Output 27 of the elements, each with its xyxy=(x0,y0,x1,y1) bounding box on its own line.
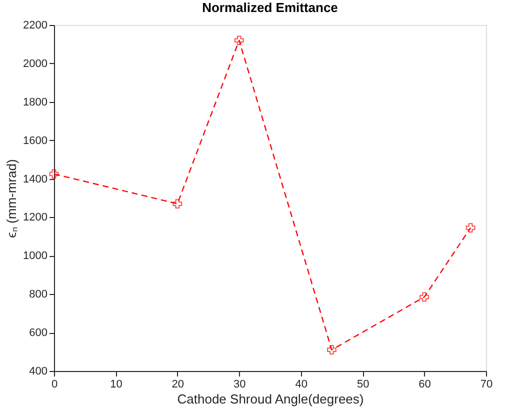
point xyxy=(327,345,336,355)
x-tick-label: 30 xyxy=(234,378,246,390)
y-tick-label: 1800 xyxy=(23,96,48,108)
y-tick-label: 800 xyxy=(29,288,48,301)
x-tick-label: 40 xyxy=(295,378,308,390)
x-tick-label: 20 xyxy=(172,378,184,390)
chart-title: Normalized Emittance xyxy=(202,0,338,15)
x-axis-title: Cathode Shroud Angle(degrees) xyxy=(177,392,364,406)
y-tick-label: 600 xyxy=(29,327,48,340)
point xyxy=(466,223,476,232)
y-tick-label: 1400 xyxy=(23,173,48,186)
x-tick-label: 70 xyxy=(480,378,493,390)
y-tick-label: 1600 xyxy=(23,134,48,147)
point xyxy=(420,292,429,302)
y-tick-label: 2000 xyxy=(23,58,48,70)
y-axis-title: ϵₙ (mm-mrad) xyxy=(4,159,20,238)
x-tick-label: 60 xyxy=(418,378,431,390)
y-tick-label: 1000 xyxy=(23,250,48,262)
y-tick-label: 1200 xyxy=(23,212,48,224)
x-tick-label: 0 xyxy=(51,378,58,390)
y-tick-label: 2200 xyxy=(23,20,48,32)
x-tick-label: 10 xyxy=(110,378,122,390)
point xyxy=(172,199,182,208)
point xyxy=(49,169,59,179)
y-tick-label: 400 xyxy=(29,366,48,378)
x-tick-label: 50 xyxy=(356,378,370,390)
point xyxy=(234,36,244,46)
